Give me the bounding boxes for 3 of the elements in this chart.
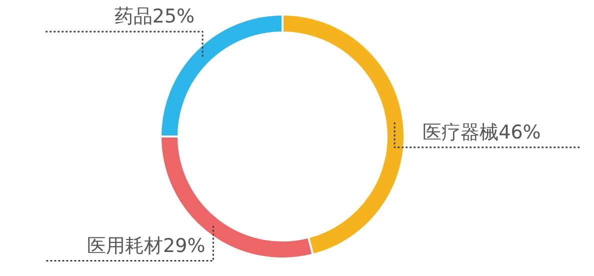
- slice-label: 药品25%: [114, 6, 195, 28]
- slice-label: 医疗器械46%: [422, 121, 541, 144]
- slice-label: 医用耗材29%: [87, 234, 206, 257]
